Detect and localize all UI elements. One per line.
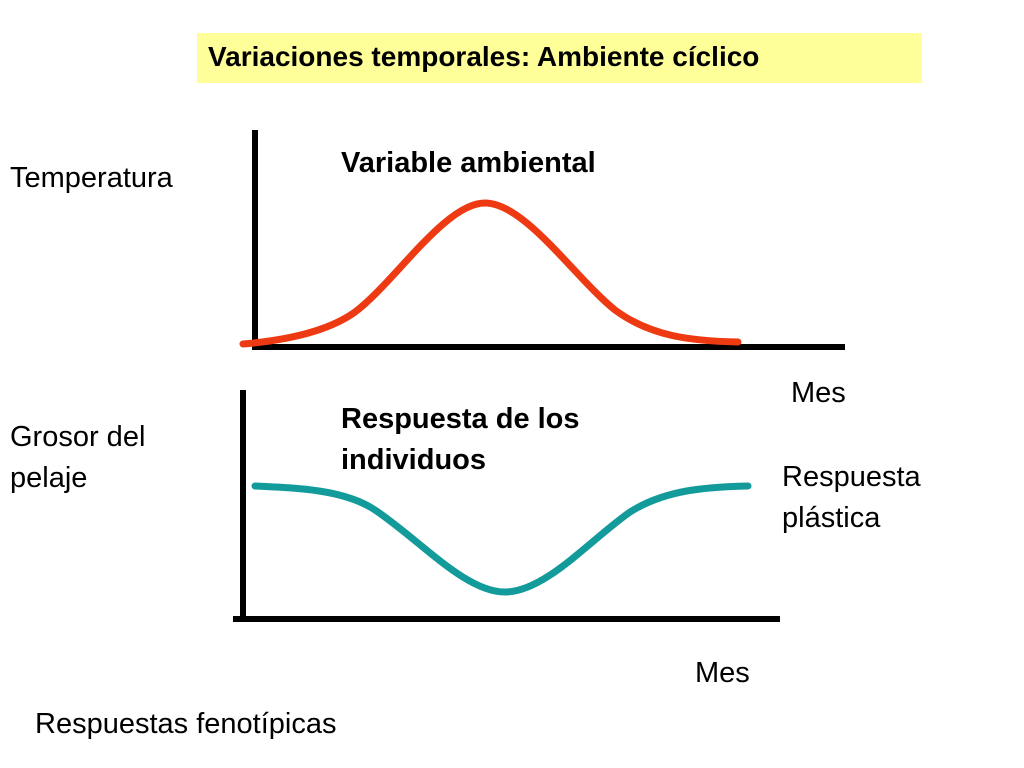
- environmental-variable-curve: [239, 199, 742, 348]
- plastic-response-label-line1: Respuesta: [782, 461, 921, 493]
- individuals-response-curve: [251, 482, 752, 596]
- top-y-axis-label: Temperatura: [10, 162, 173, 194]
- footer-caption: Respuestas fenotípicas: [35, 708, 337, 740]
- bottom-y-axis-label-line1: Grosor del: [10, 421, 146, 453]
- bottom-x-axis-label: Mes: [695, 657, 750, 689]
- bottom-y-axis-label-line2: pelaje: [10, 462, 88, 494]
- bottom-curve-label-line1: Respuesta de los: [341, 403, 580, 435]
- plastic-response-label-line2: plástica: [782, 502, 881, 534]
- top-curve-label: Variable ambiental: [341, 147, 596, 179]
- bottom-curve-label-line2: individuos: [341, 444, 486, 476]
- title-banner: Variaciones temporales: Ambiente cíclico: [197, 33, 922, 83]
- slide-title: Variaciones temporales: Ambiente cíclico: [208, 41, 760, 72]
- top-x-axis-label: Mes: [791, 377, 846, 409]
